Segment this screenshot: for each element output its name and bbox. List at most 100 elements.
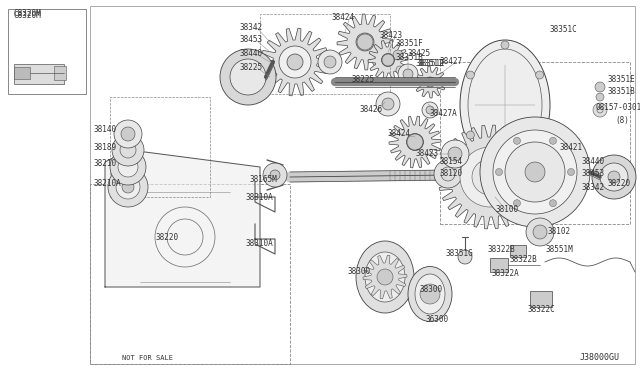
Circle shape xyxy=(525,162,545,182)
Text: 08157-0301E: 08157-0301E xyxy=(595,103,640,112)
Circle shape xyxy=(533,225,547,239)
Circle shape xyxy=(480,117,590,227)
Text: 38322A: 38322A xyxy=(492,269,520,278)
Circle shape xyxy=(403,69,413,79)
Circle shape xyxy=(425,77,435,87)
Text: 38351F: 38351F xyxy=(395,39,423,48)
Circle shape xyxy=(550,200,557,207)
Bar xyxy=(260,14,390,94)
Circle shape xyxy=(270,170,280,180)
Text: 38225: 38225 xyxy=(352,76,375,84)
Polygon shape xyxy=(511,148,559,196)
Text: 38453: 38453 xyxy=(582,170,605,179)
Bar xyxy=(90,184,290,364)
Text: 38102: 38102 xyxy=(548,228,571,237)
Bar xyxy=(14,64,64,84)
Circle shape xyxy=(536,131,543,139)
Circle shape xyxy=(118,157,138,177)
Circle shape xyxy=(600,163,628,191)
Circle shape xyxy=(376,92,400,116)
Text: 38310A: 38310A xyxy=(245,192,273,202)
Circle shape xyxy=(527,164,543,180)
Text: 38322B: 38322B xyxy=(510,256,538,264)
Circle shape xyxy=(513,200,520,207)
Polygon shape xyxy=(368,40,408,80)
Circle shape xyxy=(279,46,311,78)
Circle shape xyxy=(382,98,394,110)
Text: 38351E: 38351E xyxy=(608,76,636,84)
Circle shape xyxy=(356,33,374,51)
Text: 38424: 38424 xyxy=(388,129,411,138)
Text: 38426: 38426 xyxy=(360,106,383,115)
Text: 38351I: 38351I xyxy=(418,60,445,68)
Polygon shape xyxy=(438,125,542,229)
Text: 38427: 38427 xyxy=(440,58,463,67)
Circle shape xyxy=(420,284,440,304)
Circle shape xyxy=(110,149,146,185)
Text: 38423: 38423 xyxy=(380,32,403,41)
Circle shape xyxy=(550,137,557,144)
Circle shape xyxy=(398,64,418,84)
Circle shape xyxy=(467,131,474,139)
Bar xyxy=(110,97,210,197)
Polygon shape xyxy=(389,116,441,168)
Text: 38351I: 38351I xyxy=(415,60,443,68)
Text: 38140: 38140 xyxy=(93,125,116,135)
Circle shape xyxy=(513,137,520,144)
Polygon shape xyxy=(414,66,446,98)
Circle shape xyxy=(287,54,303,70)
Bar xyxy=(54,66,66,80)
Circle shape xyxy=(526,218,554,246)
Circle shape xyxy=(434,160,462,188)
Circle shape xyxy=(318,50,342,74)
Bar xyxy=(8,9,86,94)
Text: 38351C: 38351C xyxy=(550,26,578,35)
Text: 38220: 38220 xyxy=(608,180,631,189)
Circle shape xyxy=(122,181,134,193)
Circle shape xyxy=(120,142,136,158)
Ellipse shape xyxy=(365,252,405,302)
Text: 38100: 38100 xyxy=(495,205,518,215)
Circle shape xyxy=(422,102,438,118)
Text: 38427A: 38427A xyxy=(430,109,458,119)
Text: C8320M: C8320M xyxy=(13,10,41,19)
Circle shape xyxy=(596,93,604,101)
Polygon shape xyxy=(105,152,260,287)
Circle shape xyxy=(493,130,577,214)
Circle shape xyxy=(406,134,424,151)
Bar xyxy=(490,258,508,272)
Text: 38342: 38342 xyxy=(240,22,263,32)
Circle shape xyxy=(608,171,620,183)
Circle shape xyxy=(441,167,455,181)
Text: 38210A: 38210A xyxy=(93,180,121,189)
Text: 38300: 38300 xyxy=(348,267,371,276)
Text: 36300: 36300 xyxy=(425,315,448,324)
Circle shape xyxy=(460,147,520,207)
Text: 38165M: 38165M xyxy=(250,176,278,185)
Text: (8): (8) xyxy=(615,115,629,125)
Polygon shape xyxy=(337,14,393,70)
Circle shape xyxy=(284,51,306,73)
Circle shape xyxy=(472,159,508,195)
Circle shape xyxy=(441,140,469,168)
Text: 38424: 38424 xyxy=(332,13,355,22)
Polygon shape xyxy=(363,255,407,299)
Circle shape xyxy=(448,147,462,161)
Circle shape xyxy=(116,175,140,199)
Circle shape xyxy=(592,155,636,199)
Text: 38423: 38423 xyxy=(415,150,438,158)
Text: 38425: 38425 xyxy=(408,49,431,58)
Circle shape xyxy=(378,270,392,284)
Circle shape xyxy=(426,106,434,114)
Circle shape xyxy=(593,103,607,117)
Circle shape xyxy=(382,54,394,66)
Circle shape xyxy=(324,56,336,68)
Text: 38440: 38440 xyxy=(582,157,605,167)
Text: 38453: 38453 xyxy=(240,35,263,45)
Bar xyxy=(440,62,630,224)
Circle shape xyxy=(568,169,575,176)
Circle shape xyxy=(501,41,509,49)
Text: 38440: 38440 xyxy=(240,49,263,58)
Circle shape xyxy=(505,142,565,202)
Circle shape xyxy=(467,71,474,79)
